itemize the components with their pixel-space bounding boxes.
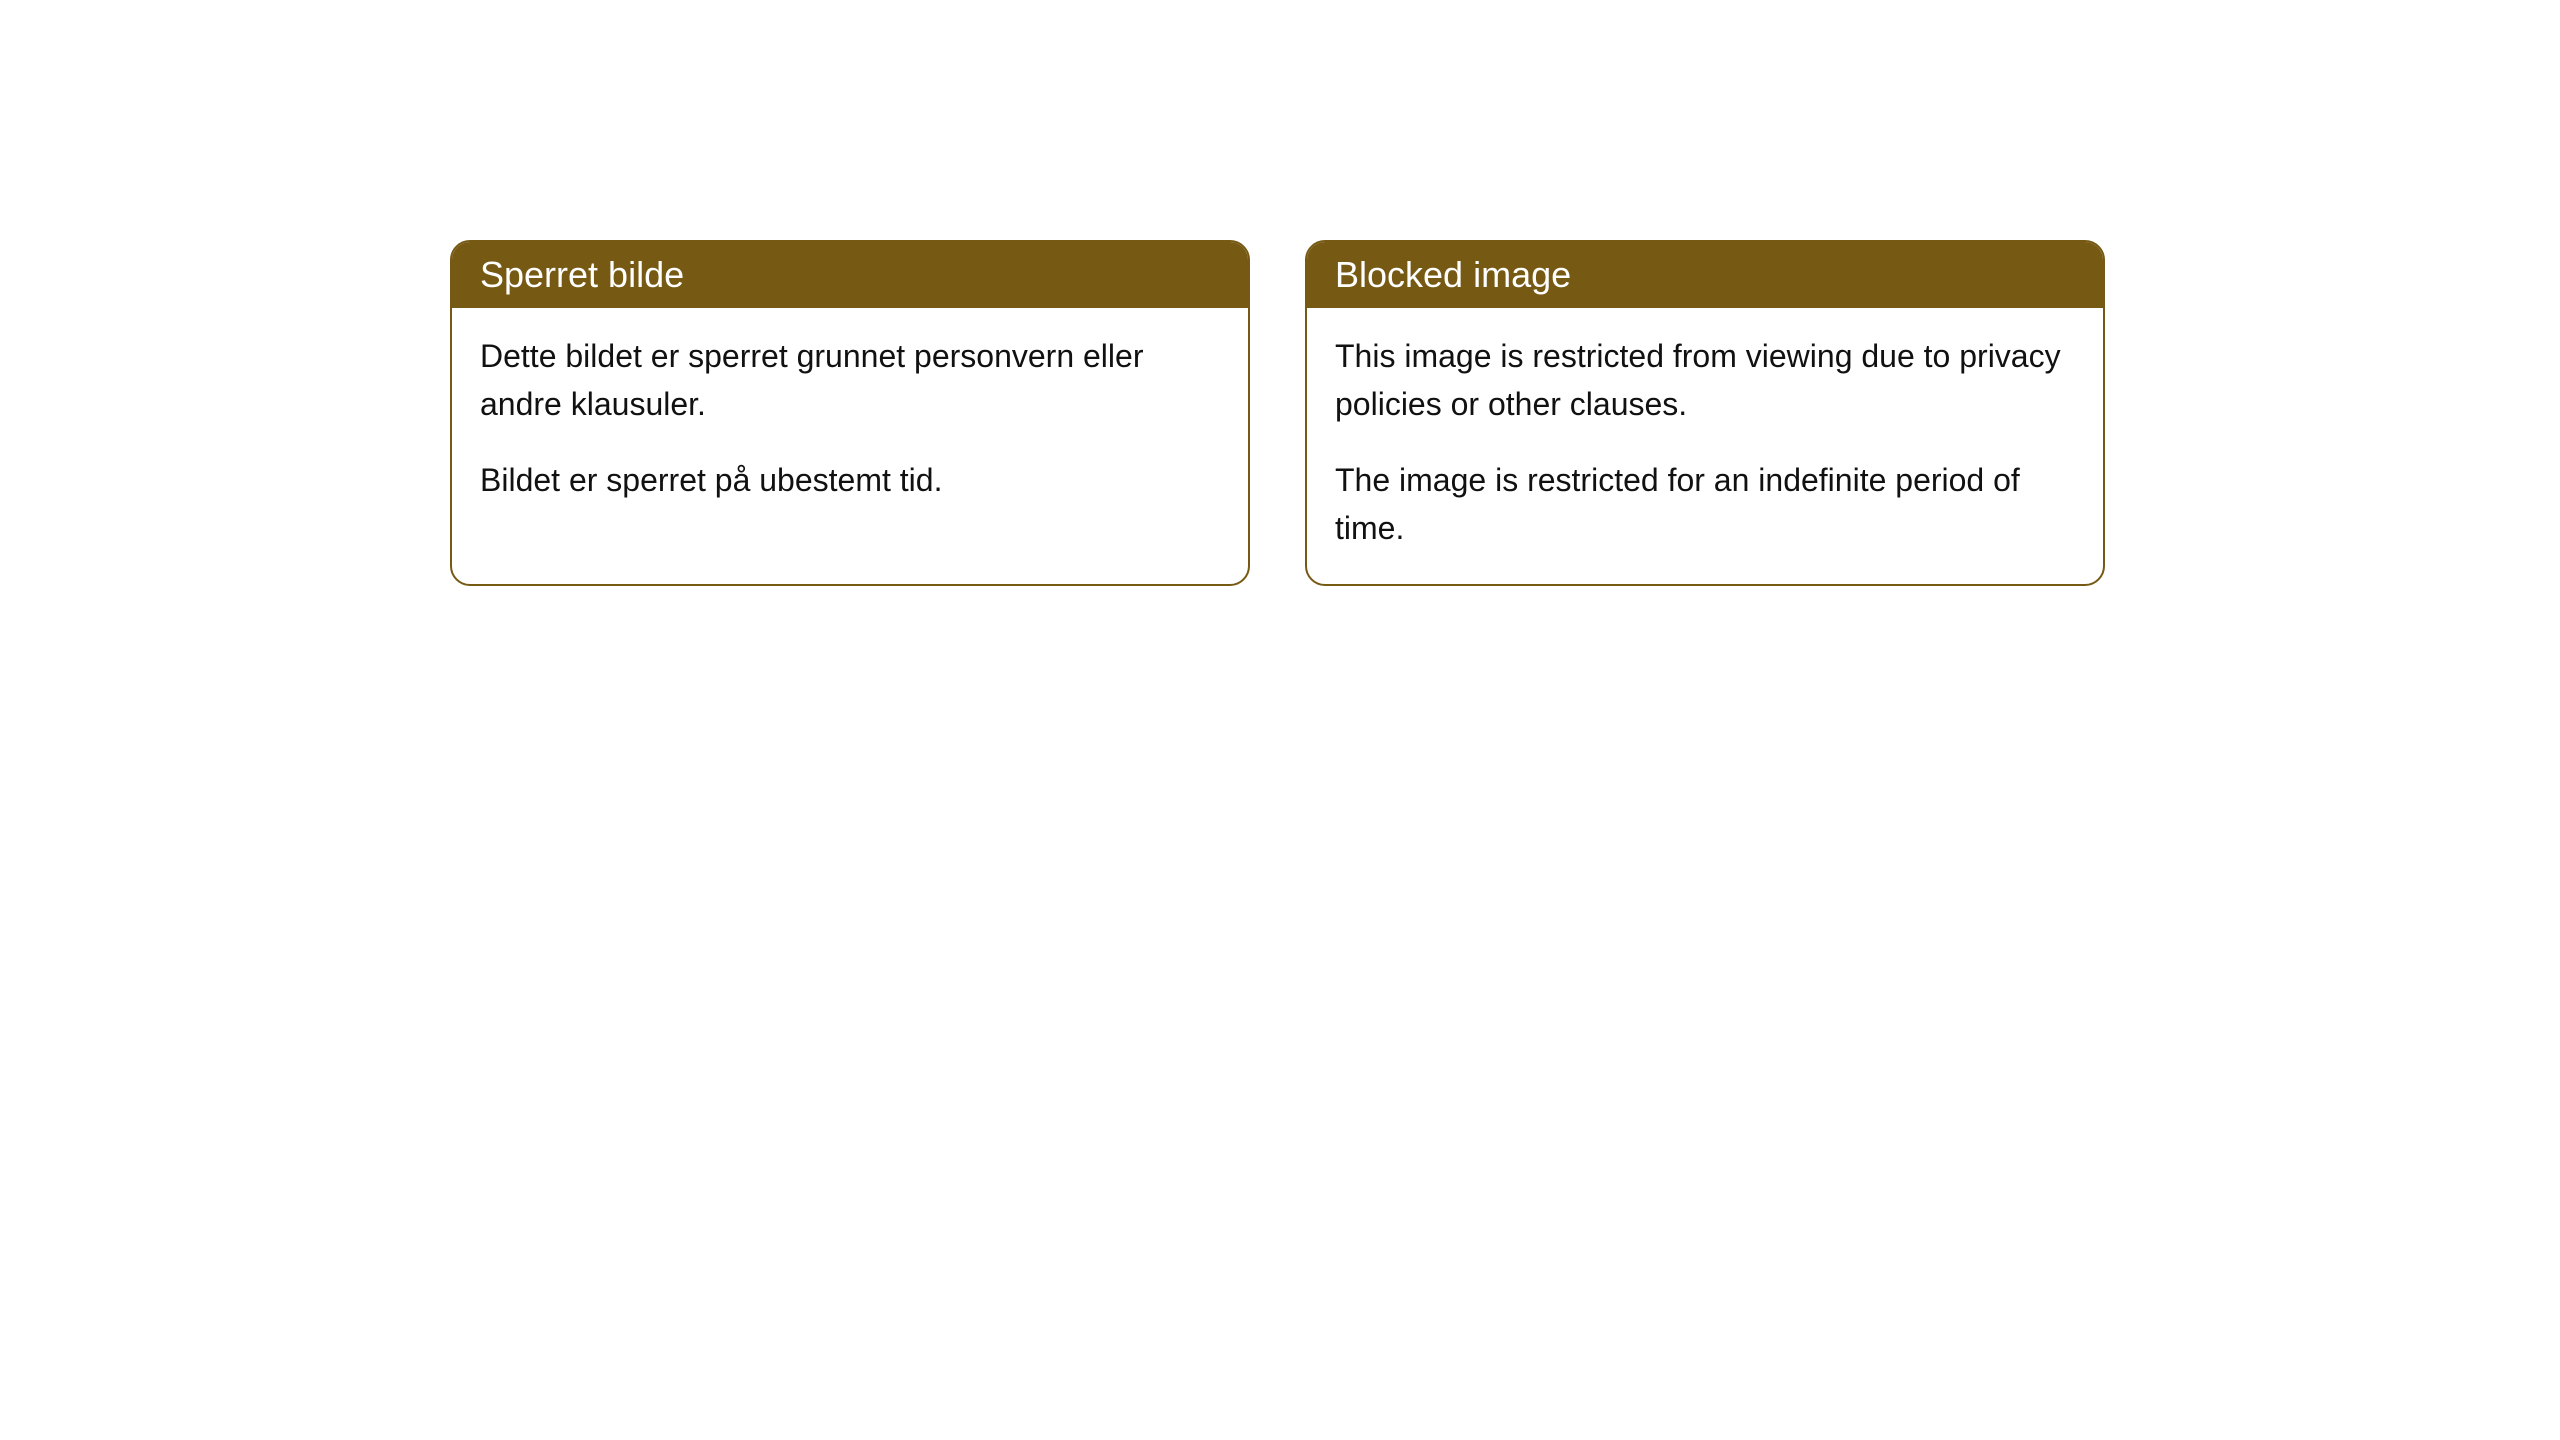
- card-paragraph-2-norwegian: Bildet er sperret på ubestemt tid.: [480, 456, 1220, 504]
- card-norwegian: Sperret bilde Dette bildet er sperret gr…: [450, 240, 1250, 586]
- card-paragraph-1-norwegian: Dette bildet er sperret grunnet personve…: [480, 332, 1220, 428]
- card-title-norwegian: Sperret bilde: [480, 254, 684, 295]
- card-body-norwegian: Dette bildet er sperret grunnet personve…: [452, 308, 1248, 536]
- card-header-english: Blocked image: [1307, 242, 2103, 308]
- card-paragraph-2-english: The image is restricted for an indefinit…: [1335, 456, 2075, 552]
- cards-container: Sperret bilde Dette bildet er sperret gr…: [450, 240, 2105, 586]
- card-header-norwegian: Sperret bilde: [452, 242, 1248, 308]
- card-english: Blocked image This image is restricted f…: [1305, 240, 2105, 586]
- card-paragraph-1-english: This image is restricted from viewing du…: [1335, 332, 2075, 428]
- card-body-english: This image is restricted from viewing du…: [1307, 308, 2103, 584]
- card-title-english: Blocked image: [1335, 254, 1571, 295]
